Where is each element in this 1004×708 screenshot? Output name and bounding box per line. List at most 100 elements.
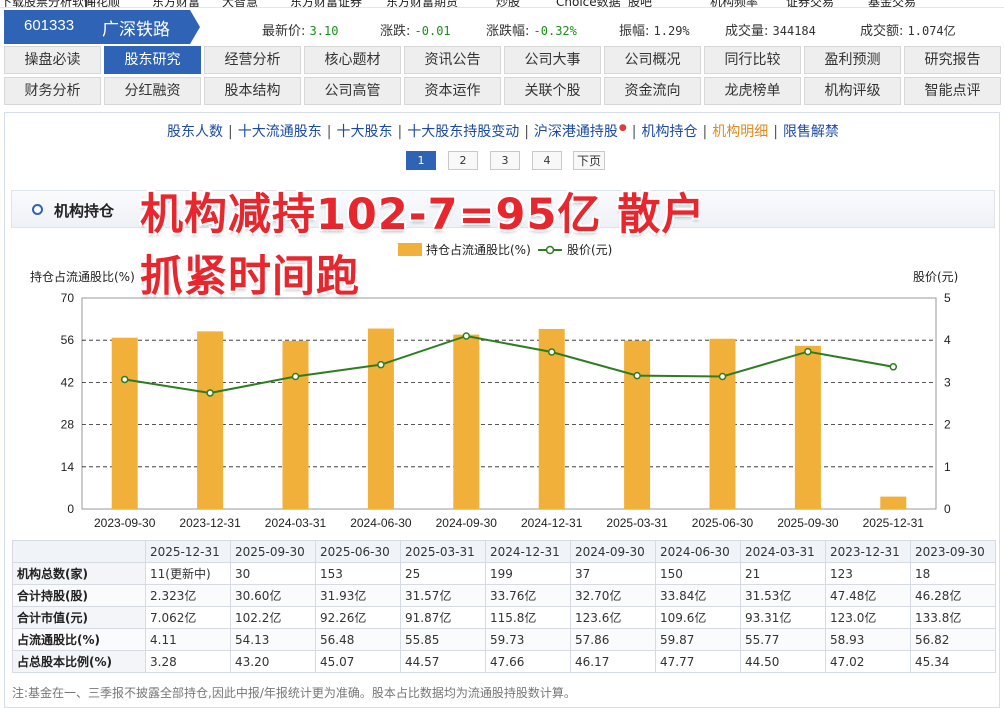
tab-r1-0[interactable]: 操盘必读 [4, 46, 101, 74]
table-cell: 47.66 [485, 650, 571, 673]
table-row-label: 合计持股(股) [12, 584, 146, 607]
table-period-header: 2025-12-31 [145, 540, 231, 563]
table-cell: 44.57 [400, 650, 486, 673]
table-cell: 25 [400, 562, 486, 585]
top-strip-link[interactable]: 基金交易 [868, 0, 917, 8]
tab-r1-4[interactable]: 资讯公告 [404, 46, 501, 74]
tab-r2-5[interactable]: 关联个股 [504, 77, 601, 105]
legend-line-label: 股价(元) [567, 243, 612, 257]
top-strip-link[interactable]: 同花顺 [84, 0, 121, 8]
tab-r1-6[interactable]: 公司概况 [604, 46, 701, 74]
table-cell: 30 [230, 562, 316, 585]
subnav-link-7[interactable]: 限售解禁 [782, 124, 839, 140]
page-button-1[interactable]: 1 [406, 151, 436, 170]
subnav-link-6[interactable]: 机构明细 [712, 124, 769, 140]
table-cell: 56.82 [910, 628, 996, 651]
price-point-2024-09-30 [462, 332, 471, 340]
table-cell: 59.87 [655, 628, 741, 651]
page-button-4[interactable]: 4 [532, 151, 562, 170]
subnav-link-1[interactable]: 十大流通股东 [237, 124, 322, 140]
section-header: 机构持仓 [11, 190, 995, 228]
top-strip-link[interactable]: 东方财富 [152, 0, 201, 8]
tab-r1-5[interactable]: 公司大事 [504, 46, 601, 74]
bar-2025-12-31 [880, 496, 907, 509]
bar-2024-06-30 [367, 328, 394, 509]
tab-r1-9[interactable]: 研究报告 [904, 46, 1001, 74]
subnav-link-2[interactable]: 十大股东 [336, 124, 393, 140]
table-cell: 59.73 [485, 628, 571, 651]
table-cell: 18 [910, 562, 996, 585]
quote-amplitude: 振幅: 1.29% [619, 24, 690, 39]
tab-r1-1[interactable]: 股东研究 [104, 46, 201, 74]
quote-price: 最新价: 3.10 [262, 24, 339, 39]
table-row-label: 机构总数(家) [12, 562, 146, 585]
top-strip-link[interactable]: 炒股 [496, 0, 521, 8]
table-cell: 47.02 [825, 650, 911, 673]
top-strip-link[interactable]: 证券交易 [786, 0, 835, 8]
table-cell: 92.26亿 [315, 606, 401, 629]
top-strip-link[interactable]: 机构频率 [710, 0, 759, 8]
page-button-2[interactable]: 2 [448, 151, 478, 170]
plot-frame [81, 297, 937, 510]
y-right-tick-label: 5 [944, 291, 951, 305]
bar-2023-09-30 [111, 337, 138, 509]
subnav-link-0[interactable]: 股东人数 [167, 124, 224, 140]
top-strip-link[interactable]: 下载股票分析软件 [0, 0, 97, 8]
table-cell: 44.50 [740, 650, 826, 673]
tab-r2-8[interactable]: 机构评级 [804, 77, 901, 105]
table-cell: 37 [570, 562, 656, 585]
top-strip-link[interactable]: 大智慧 [222, 0, 259, 8]
table-cell: 21 [740, 562, 826, 585]
table-cell: 123.6亿 [570, 606, 656, 629]
legend-bar-swatch [398, 243, 422, 256]
section-bullet-icon [32, 204, 43, 215]
subnav-separator: | [326, 124, 332, 140]
table-row-label: 占总股本比例(%) [12, 650, 146, 673]
price-point-2024-06-30 [377, 360, 385, 369]
top-strip-link[interactable]: Choice数据 [556, 0, 621, 8]
tab-r2-0[interactable]: 财务分析 [4, 77, 101, 105]
tab-r2-3[interactable]: 公司高管 [304, 77, 401, 105]
table-cell: 123.0亿 [825, 606, 911, 629]
table-cell: 45.34 [910, 650, 996, 673]
tab-r2-4[interactable]: 资本运作 [404, 77, 501, 105]
y-right-tick-label: 0 [944, 502, 951, 516]
top-strip-link[interactable]: 东方财富证券 [290, 0, 363, 8]
tab-r1-3[interactable]: 核心题材 [304, 46, 401, 74]
subnav-link-5[interactable]: 机构持仓 [641, 124, 698, 140]
table-period-header: 2025-06-30 [315, 540, 401, 563]
table-cell: 31.53亿 [740, 584, 826, 607]
table-cell: 123 [825, 562, 911, 585]
tab-r1-2[interactable]: 经营分析 [204, 46, 301, 74]
page-button-3[interactable]: 3 [490, 151, 520, 170]
section-title: 机构持仓 [54, 202, 115, 220]
top-strip-link[interactable]: 股吧 [628, 0, 653, 8]
subnav-link-4[interactable]: 沪深港通持股 [533, 124, 618, 140]
table-cell: 46.17 [570, 650, 656, 673]
tab-r1-8[interactable]: 盈利预测 [804, 46, 901, 74]
tab-r2-1[interactable]: 分红融资 [104, 77, 201, 105]
table-cell: 57.86 [570, 628, 656, 651]
tab-r2-6[interactable]: 资金流向 [604, 77, 701, 105]
next-page-button[interactable]: 下页 [573, 151, 605, 170]
x-tick-label: 2024-03-31 [265, 516, 327, 530]
overlay-annotation-line2: 抓紧时间跑 [140, 252, 360, 302]
tab-r2-9[interactable]: 智能点评 [904, 77, 1001, 105]
tab-r2-7[interactable]: 龙虎榜单 [704, 77, 801, 105]
price-point-2025-12-31 [889, 363, 898, 371]
price-point-2024-12-31 [547, 348, 556, 356]
subnav-separator: | [773, 124, 778, 140]
table-cell: 56.48 [315, 628, 401, 651]
price-point-2025-06-30 [718, 372, 727, 381]
tab-r1-7[interactable]: 同行比较 [704, 46, 801, 74]
stock-tag: 601333 广深铁路 [4, 10, 200, 44]
price-point-2023-09-30 [120, 375, 129, 384]
top-strip-link[interactable]: 东方财富期货 [386, 0, 459, 8]
legend-line-marker [545, 245, 555, 255]
subnav-link-3[interactable]: 十大股东持股变动 [407, 124, 520, 140]
table-cell: 31.93亿 [315, 584, 401, 607]
quote-turnover: 成交额: 1.074亿 [860, 24, 956, 39]
table-cell: 43.20 [230, 650, 316, 673]
tab-r2-2[interactable]: 股本结构 [204, 77, 301, 105]
table-cell: 102.2亿 [230, 606, 316, 629]
